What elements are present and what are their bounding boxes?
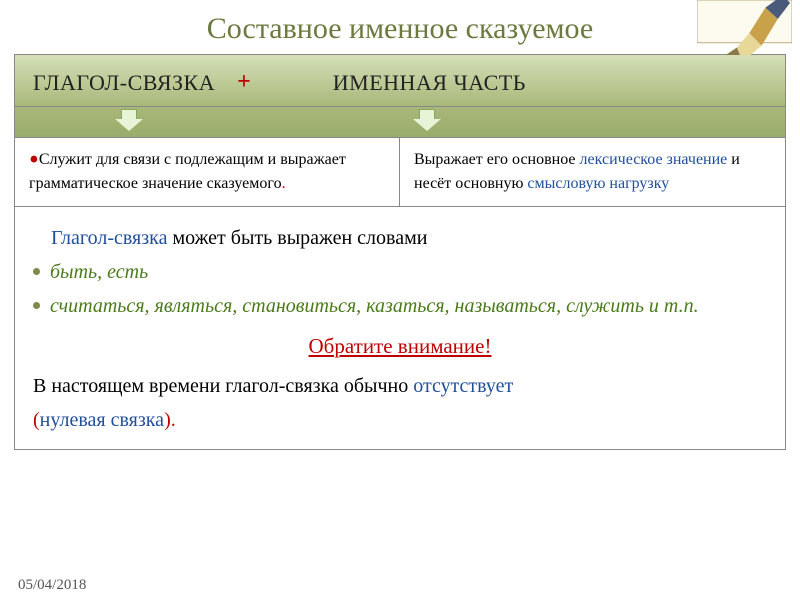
bullet-1-text: быть, есть (50, 255, 148, 289)
header-left-label: ГЛАГОЛ-СВЯЗКА (33, 70, 215, 96)
bullet-icon (33, 268, 40, 275)
definition-right-highlight: лексическое значение (580, 151, 728, 168)
slide: Составное именное сказуемое ГЛАГОЛ-СВЯЗК… (0, 0, 800, 600)
arrow-down-icon (115, 109, 143, 131)
paren-close: ). (164, 409, 176, 431)
paren-text: нулевая связка (40, 409, 164, 431)
note-line: В настоящем времени глагол-связка обычно… (33, 369, 767, 403)
attention-line: Обратите внимание! (33, 329, 767, 365)
bullet-icon (33, 302, 40, 309)
note-highlight: отсутствует (413, 375, 513, 397)
slide-title: Составное именное сказуемое (0, 0, 800, 54)
slide-date: 05/04/2018 (18, 577, 86, 594)
definition-left-punct: . (282, 175, 286, 192)
bullet-item-2: считаться, являться, становиться, казать… (33, 289, 767, 323)
definition-left-text: Служит для связи с подлежащим и выражает… (29, 151, 346, 192)
definition-left: •Служит для связи с подлежащим и выражае… (15, 138, 400, 206)
note-paren-line: (нулевая связка). (33, 403, 767, 437)
arrow-down-icon (413, 109, 441, 131)
plus-sign: + (237, 69, 251, 96)
header-right-label: ИМЕННАЯ ЧАСТЬ (333, 70, 526, 96)
bullet-2-text: считаться, являться, становиться, казать… (50, 289, 699, 323)
bullet-item-1: быть, есть (33, 255, 767, 289)
paren-open: ( (33, 409, 40, 431)
definition-right-tail: смысловую нагрузку (527, 175, 669, 192)
attention-text: Обратите внимание! (309, 334, 492, 358)
definitions-row: •Служит для связи с подлежащим и выражае… (15, 138, 785, 207)
intro-prefix: Глагол-связка (51, 227, 167, 249)
intro-rest: может быть выражен словами (167, 227, 427, 249)
note-prefix: В настоящем времени глагол-связка обычно (33, 375, 413, 397)
intro-line: Глагол-связка может быть выражен словами (51, 221, 767, 255)
content-table: ГЛАГОЛ-СВЯЗКА + ИМЕННАЯ ЧАСТЬ •Служит дл… (14, 54, 786, 450)
body-content: Глагол-связка может быть выражен словами… (15, 207, 785, 449)
definition-right-prefix: Выражает его основное (414, 151, 580, 168)
header-row: ГЛАГОЛ-СВЯЗКА + ИМЕННАЯ ЧАСТЬ (15, 55, 785, 107)
definition-right: Выражает его основное лексическое значен… (400, 138, 785, 206)
